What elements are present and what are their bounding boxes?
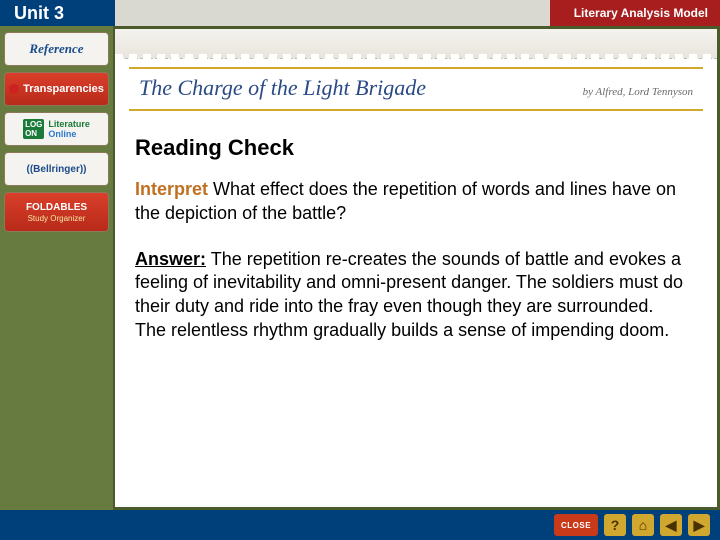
title-banner: The Charge of the Light Brigade by Alfre… — [129, 67, 703, 111]
answer-body: The repetition re-creates the sounds of … — [135, 249, 683, 340]
logon-icon: LOGON — [23, 119, 44, 139]
topbar-spacer — [115, 0, 550, 26]
nav-transparencies-button[interactable]: Transparencies — [4, 72, 109, 106]
nav-label: FOLDABLES — [26, 202, 87, 213]
nav-label: ((Bellringer)) — [27, 164, 87, 175]
question-lead: Interpret — [135, 179, 208, 199]
close-button[interactable]: CLOSE — [554, 514, 598, 536]
answer-paragraph: Answer: The repetition re-creates the so… — [135, 248, 689, 343]
nav-label: Reference — [29, 41, 83, 57]
unit-label: Unit 3 — [0, 0, 115, 26]
help-button[interactable]: ? — [604, 514, 626, 536]
author-label: by Alfred, Lord Tennyson — [583, 86, 693, 98]
question-text: What effect does the repetition of words… — [135, 179, 676, 223]
nav-foldables-button[interactable]: FOLDABLES Study Organizer — [4, 192, 109, 232]
slide: Unit 3 Literary Analysis Model Reference… — [0, 0, 720, 540]
body-text: Reading Check Interpret What effect does… — [115, 115, 717, 353]
nav-literature-button[interactable]: LOGON LiteratureOnline — [4, 112, 109, 146]
forward-button[interactable]: ▶ — [688, 514, 710, 536]
work-title: The Charge of the Light Brigade — [139, 75, 426, 101]
top-bar: Unit 3 Literary Analysis Model — [0, 0, 720, 26]
sidebar: Reference Transparencies LOGON Literatur… — [0, 26, 115, 510]
branding-label: Literary Analysis Model — [550, 0, 720, 26]
book-icon — [9, 84, 19, 94]
answer-lead: Answer: — [135, 249, 206, 269]
footer-bar: CLOSE ? ⌂ ◀ ▶ — [0, 510, 720, 540]
question-paragraph: Interpret What effect does the repetitio… — [135, 177, 689, 226]
back-button[interactable]: ◀ — [660, 514, 682, 536]
content-wrap: Reference Transparencies LOGON Literatur… — [0, 26, 720, 510]
torn-edge-decoration — [115, 29, 717, 59]
section-heading: Reading Check — [135, 135, 689, 161]
main-panel: The Charge of the Light Brigade by Alfre… — [115, 26, 720, 510]
nav-label: Transparencies — [23, 83, 104, 95]
nav-reference-button[interactable]: Reference — [4, 32, 109, 66]
nav-bellringer-button[interactable]: ((Bellringer)) — [4, 152, 109, 186]
nav-sublabel: Study Organizer — [28, 214, 86, 223]
home-button[interactable]: ⌂ — [632, 514, 654, 536]
nav-label: LiteratureOnline — [48, 119, 90, 139]
